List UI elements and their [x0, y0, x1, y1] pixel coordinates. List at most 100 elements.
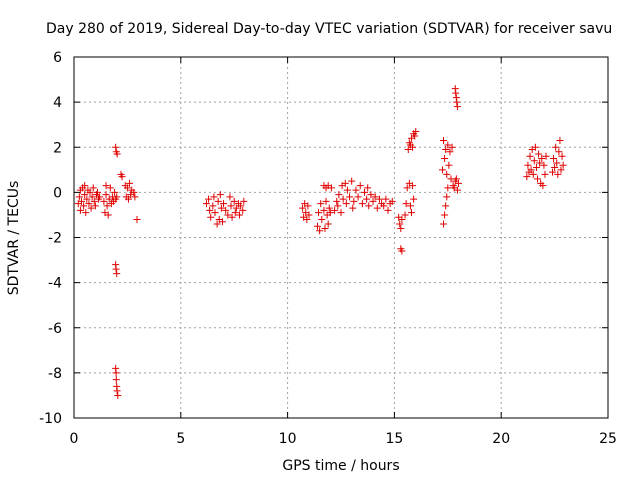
data-point	[411, 132, 419, 140]
data-point	[333, 197, 341, 205]
data-point	[342, 200, 350, 208]
data-point	[558, 152, 566, 160]
data-point	[76, 206, 84, 214]
data-point	[299, 204, 307, 212]
data-point	[325, 204, 333, 212]
data-point	[397, 224, 405, 232]
data-point	[206, 206, 214, 214]
data-point	[82, 209, 90, 217]
data-point	[231, 209, 239, 217]
data-point	[303, 215, 311, 223]
data-point	[452, 175, 460, 183]
data-point	[410, 195, 418, 203]
data-point	[131, 193, 139, 201]
data-point	[363, 195, 371, 203]
data-point	[441, 155, 449, 163]
y-tick-label: 0	[53, 185, 62, 201]
y-tick-label: -6	[48, 321, 62, 337]
data-point	[548, 168, 556, 176]
data-point	[113, 387, 121, 395]
data-point	[315, 209, 323, 217]
data-point	[540, 161, 548, 169]
data-point	[453, 186, 461, 194]
data-point	[555, 148, 563, 156]
data-point	[304, 202, 312, 210]
data-point	[535, 150, 543, 158]
data-point	[352, 186, 360, 194]
data-point	[444, 184, 452, 192]
data-point	[529, 170, 537, 178]
data-point	[88, 193, 96, 201]
data-point	[438, 166, 446, 174]
data-point	[334, 202, 342, 210]
data-point	[523, 173, 531, 181]
y-tick-label: -4	[48, 276, 62, 292]
chart-title: Day 280 of 2019, Sidereal Day-to-day VTE…	[46, 21, 612, 37]
data-point	[112, 265, 120, 273]
x-tick-label: 15	[385, 431, 403, 447]
data-point	[80, 202, 88, 210]
data-point	[240, 197, 248, 205]
data-point	[406, 202, 414, 210]
data-point	[348, 177, 356, 185]
data-point	[77, 197, 85, 205]
data-point	[112, 143, 120, 151]
data-point	[324, 220, 332, 228]
data-point	[239, 206, 247, 214]
data-point	[550, 155, 558, 163]
data-point	[403, 184, 411, 192]
data-point	[358, 200, 366, 208]
data-point	[111, 188, 119, 196]
data-point	[444, 141, 452, 149]
data-point	[375, 195, 383, 203]
data-point	[124, 195, 132, 203]
data-point	[123, 184, 131, 192]
data-point	[237, 202, 245, 210]
x-axis-tick-labels: 0 5 10 15 20 25	[70, 431, 617, 447]
data-point	[369, 197, 377, 205]
data-point	[440, 136, 448, 144]
data-point	[331, 206, 339, 214]
data-point	[440, 220, 448, 228]
data-point	[83, 195, 91, 203]
data-point	[213, 220, 221, 228]
data-point	[216, 191, 224, 199]
data-point	[356, 182, 364, 190]
data-point	[346, 193, 354, 201]
data-point	[209, 202, 217, 210]
data-point	[384, 206, 392, 214]
y-tick-label: 2	[53, 140, 62, 156]
data-point	[354, 193, 362, 201]
data-point	[96, 193, 104, 201]
y-axis-label: SDTVAR / TECUs	[6, 181, 22, 296]
data-point	[551, 164, 559, 172]
data-point	[541, 170, 549, 178]
data-point	[81, 182, 89, 190]
data-point	[350, 197, 358, 205]
data-point	[214, 197, 222, 205]
data-point	[442, 146, 450, 154]
data-point	[228, 213, 236, 221]
data-point	[133, 215, 141, 223]
data-point	[554, 170, 562, 178]
data-point	[227, 202, 235, 210]
data-point	[530, 157, 538, 165]
data-point	[126, 179, 134, 187]
data-point	[409, 182, 417, 190]
data-point	[404, 146, 412, 154]
data-point	[453, 103, 461, 111]
x-tick-label: 0	[70, 431, 79, 447]
data-point	[220, 200, 228, 208]
data-point	[93, 188, 101, 196]
data-point	[305, 211, 313, 219]
data-point	[341, 179, 349, 187]
data-point	[367, 191, 375, 199]
data-point	[371, 193, 379, 201]
data-point	[210, 193, 218, 201]
data-point	[559, 161, 567, 169]
data-point	[202, 200, 210, 208]
data-point	[382, 195, 390, 203]
data-point	[102, 191, 110, 199]
data-point	[236, 211, 244, 219]
